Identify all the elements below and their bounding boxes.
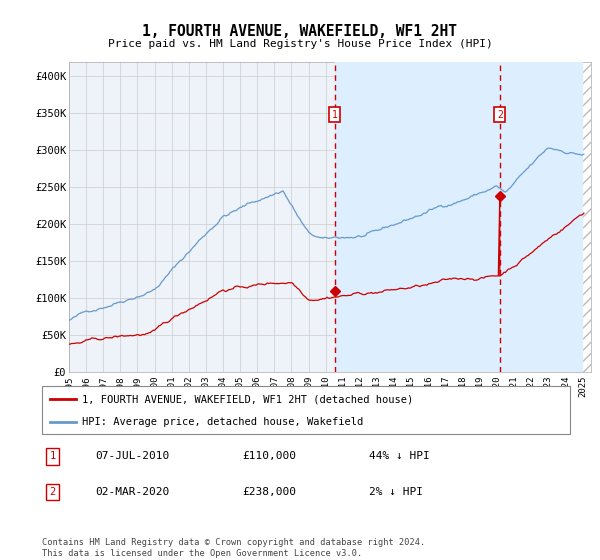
Text: £110,000: £110,000 bbox=[242, 451, 296, 461]
Text: 02-MAR-2020: 02-MAR-2020 bbox=[95, 487, 169, 497]
Text: 1, FOURTH AVENUE, WAKEFIELD, WF1 2HT: 1, FOURTH AVENUE, WAKEFIELD, WF1 2HT bbox=[143, 24, 458, 39]
FancyBboxPatch shape bbox=[42, 386, 570, 434]
Text: 1: 1 bbox=[332, 110, 338, 120]
Text: 2% ↓ HPI: 2% ↓ HPI bbox=[370, 487, 424, 497]
Text: Contains HM Land Registry data © Crown copyright and database right 2024.
This d: Contains HM Land Registry data © Crown c… bbox=[42, 538, 425, 558]
Text: 2: 2 bbox=[497, 110, 503, 120]
Text: HPI: Average price, detached house, Wakefield: HPI: Average price, detached house, Wake… bbox=[82, 417, 363, 427]
Text: 2: 2 bbox=[49, 487, 56, 497]
Text: 07-JUL-2010: 07-JUL-2010 bbox=[95, 451, 169, 461]
Text: 44% ↓ HPI: 44% ↓ HPI bbox=[370, 451, 430, 461]
Text: £238,000: £238,000 bbox=[242, 487, 296, 497]
Text: 1, FOURTH AVENUE, WAKEFIELD, WF1 2HT (detached house): 1, FOURTH AVENUE, WAKEFIELD, WF1 2HT (de… bbox=[82, 394, 413, 404]
Text: Price paid vs. HM Land Registry's House Price Index (HPI): Price paid vs. HM Land Registry's House … bbox=[107, 39, 493, 49]
Text: 1: 1 bbox=[49, 451, 56, 461]
Bar bbox=[335, 62, 583, 372]
